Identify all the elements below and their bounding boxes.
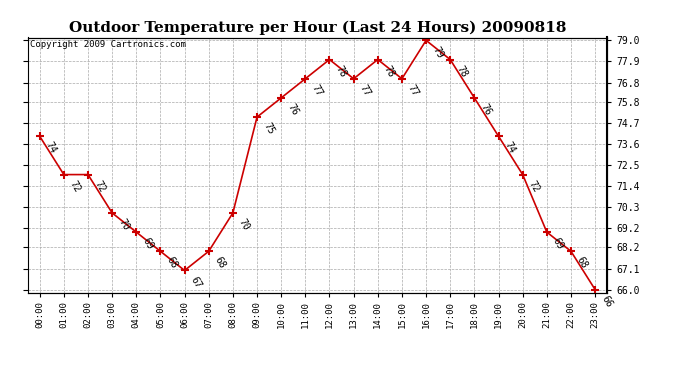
Text: 77: 77	[310, 83, 324, 98]
Text: 68: 68	[575, 255, 590, 271]
Text: 67: 67	[189, 274, 204, 290]
Text: 72: 72	[92, 179, 107, 194]
Text: 68: 68	[213, 255, 228, 271]
Text: 70: 70	[237, 217, 252, 232]
Text: Copyright 2009 Cartronics.com: Copyright 2009 Cartronics.com	[30, 40, 186, 49]
Text: 79: 79	[431, 45, 445, 60]
Text: 69: 69	[141, 236, 155, 252]
Text: 76: 76	[286, 102, 300, 117]
Text: 76: 76	[479, 102, 493, 117]
Text: 75: 75	[262, 121, 276, 136]
Text: 78: 78	[334, 64, 348, 79]
Text: 78: 78	[382, 64, 397, 79]
Text: 74: 74	[503, 140, 518, 156]
Text: 72: 72	[68, 179, 83, 194]
Text: 70: 70	[117, 217, 131, 232]
Text: 66: 66	[600, 294, 614, 309]
Title: Outdoor Temperature per Hour (Last 24 Hours) 20090818: Outdoor Temperature per Hour (Last 24 Ho…	[68, 21, 566, 35]
Text: 78: 78	[455, 64, 469, 79]
Text: 77: 77	[406, 83, 421, 98]
Text: 72: 72	[527, 179, 542, 194]
Text: 69: 69	[551, 236, 566, 252]
Text: 77: 77	[358, 83, 373, 98]
Text: 74: 74	[44, 140, 59, 156]
Text: 68: 68	[165, 255, 179, 271]
